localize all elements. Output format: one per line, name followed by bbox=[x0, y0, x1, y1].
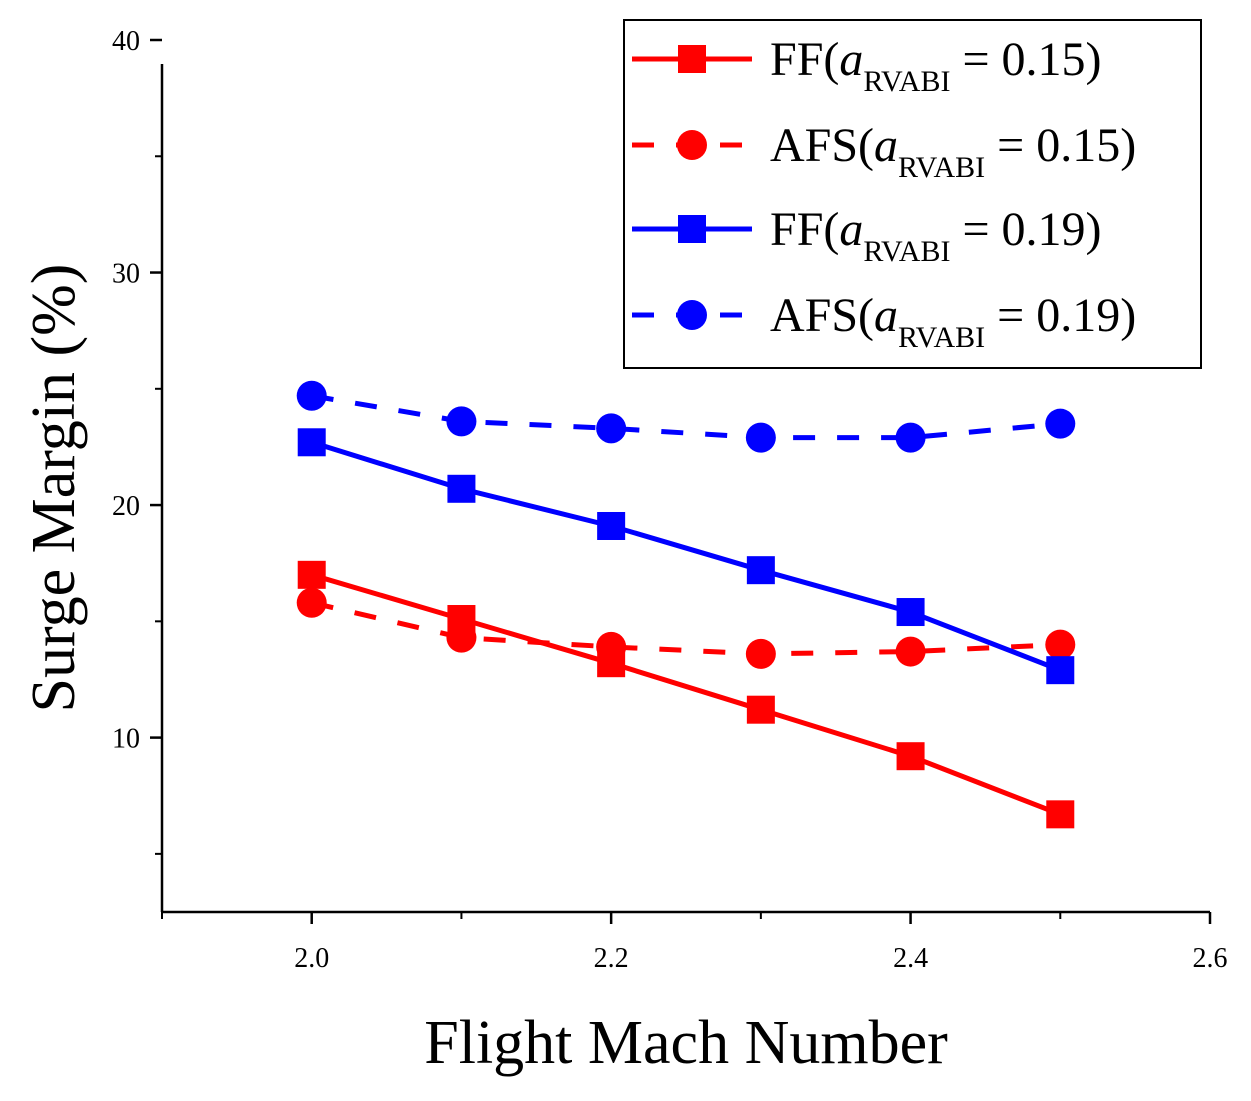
legend-label: FF(aRVABI = 0.19) bbox=[770, 203, 1102, 268]
data-point bbox=[745, 638, 776, 669]
series-line bbox=[311, 393, 1061, 441]
series-layer bbox=[296, 380, 1076, 829]
data-point bbox=[296, 380, 327, 411]
data-point bbox=[746, 695, 775, 724]
y-tick-label: 30 bbox=[112, 259, 140, 290]
x-tick-label: 2.6 bbox=[1193, 943, 1228, 974]
data-point bbox=[1046, 656, 1075, 685]
data-point bbox=[596, 413, 627, 444]
legend-label: FF(aRVABI = 0.15) bbox=[770, 33, 1102, 98]
legend-marker bbox=[677, 300, 707, 330]
data-point bbox=[446, 406, 477, 437]
x-tick-label: 2.0 bbox=[294, 943, 329, 974]
legend-label: AFS(aRVABI = 0.19) bbox=[770, 289, 1136, 354]
legend-marker bbox=[677, 130, 707, 160]
series-3 bbox=[297, 428, 1075, 685]
data-point bbox=[896, 742, 925, 771]
y-tick-label: 40 bbox=[112, 26, 140, 57]
data-point bbox=[895, 422, 926, 453]
data-point bbox=[895, 636, 926, 667]
x-tick-label: 2.4 bbox=[893, 943, 928, 974]
y-tick-label: 20 bbox=[112, 491, 140, 522]
data-point bbox=[447, 474, 476, 503]
data-point bbox=[1045, 629, 1076, 660]
data-point bbox=[296, 587, 327, 618]
axes: 10 20 30 40 2.0 2.2 2.4 2.6 bbox=[112, 26, 1228, 974]
series-line bbox=[311, 600, 1061, 657]
data-point bbox=[446, 622, 477, 653]
data-point bbox=[297, 560, 326, 589]
series-line bbox=[311, 572, 1062, 817]
series-4 bbox=[296, 380, 1076, 453]
series-2 bbox=[296, 587, 1076, 669]
x-axis-title: Flight Mach Number bbox=[424, 1009, 948, 1077]
data-point bbox=[597, 511, 626, 540]
series-line bbox=[310, 439, 1062, 673]
data-point bbox=[1046, 800, 1075, 829]
series-1 bbox=[297, 560, 1075, 829]
data-point bbox=[896, 598, 925, 627]
x-tick-label: 2.2 bbox=[594, 943, 629, 974]
legend-box bbox=[623, 19, 1202, 369]
legend-marker bbox=[678, 215, 706, 243]
y-tick-label: 10 bbox=[112, 724, 140, 755]
y-axis-title: Surge Margin (%) bbox=[20, 264, 88, 713]
data-point bbox=[596, 631, 627, 662]
data-point bbox=[1045, 408, 1076, 439]
data-point bbox=[746, 556, 775, 585]
legend-label: AFS(aRVABI = 0.15) bbox=[770, 119, 1136, 184]
legend-marker bbox=[678, 45, 706, 73]
data-point bbox=[297, 428, 326, 457]
legend: FF(aRVABI = 0.15) AFS(aRVABI = 0.15) FF(aR… bbox=[623, 19, 1202, 369]
data-point bbox=[745, 422, 776, 453]
